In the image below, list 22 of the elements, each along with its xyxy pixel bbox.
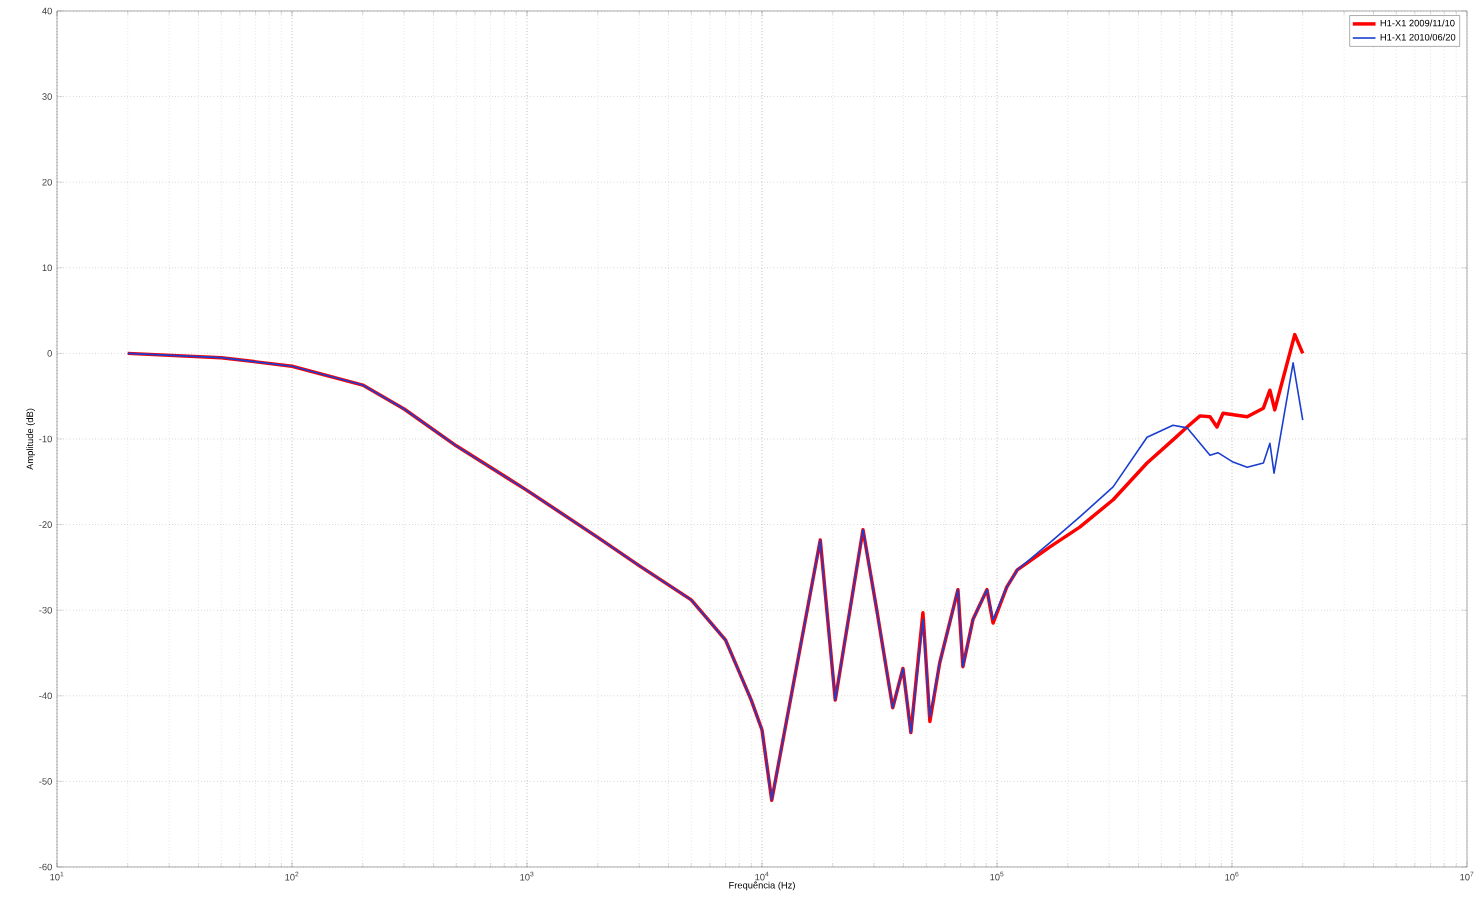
x-tick-label: 10$^{4}$ bbox=[755, 871, 769, 881]
y-axis-title: Amplitude (dB) bbox=[26, 408, 35, 470]
x-tick-label: 10$^{3}$ bbox=[520, 871, 534, 881]
x-tick-label: 10$^{7}$ bbox=[1460, 871, 1474, 881]
y-tick-label: -50 bbox=[39, 778, 52, 785]
y-tick-label: 10 bbox=[42, 264, 52, 272]
x-tick-label: 10$^{6}$ bbox=[1225, 871, 1239, 881]
x-axis-title: Frequência (Hz) bbox=[729, 881, 795, 891]
y-tick-label: 40 bbox=[42, 7, 52, 15]
y-tick-label: -20 bbox=[39, 521, 52, 528]
y-tick-label: -60 bbox=[39, 863, 52, 871]
legend-label: H1-X1 2009/11/10 bbox=[1380, 19, 1455, 27]
y-tick-label: 20 bbox=[42, 178, 52, 186]
x-tick-label: 10$^{2}$ bbox=[285, 871, 299, 881]
x-tick-label: 10$^{5}$ bbox=[990, 871, 1004, 881]
legend-label: H1-X1 2010/06/20 bbox=[1380, 33, 1456, 41]
y-tick-label: -10 bbox=[39, 435, 52, 443]
y-tick-label: 30 bbox=[42, 93, 52, 100]
x-tick-label: 10$^{1}$ bbox=[50, 871, 64, 881]
y-tick-label: -40 bbox=[39, 692, 52, 700]
y-tick-label: 0 bbox=[47, 350, 52, 357]
y-tick-label: -30 bbox=[39, 606, 52, 614]
